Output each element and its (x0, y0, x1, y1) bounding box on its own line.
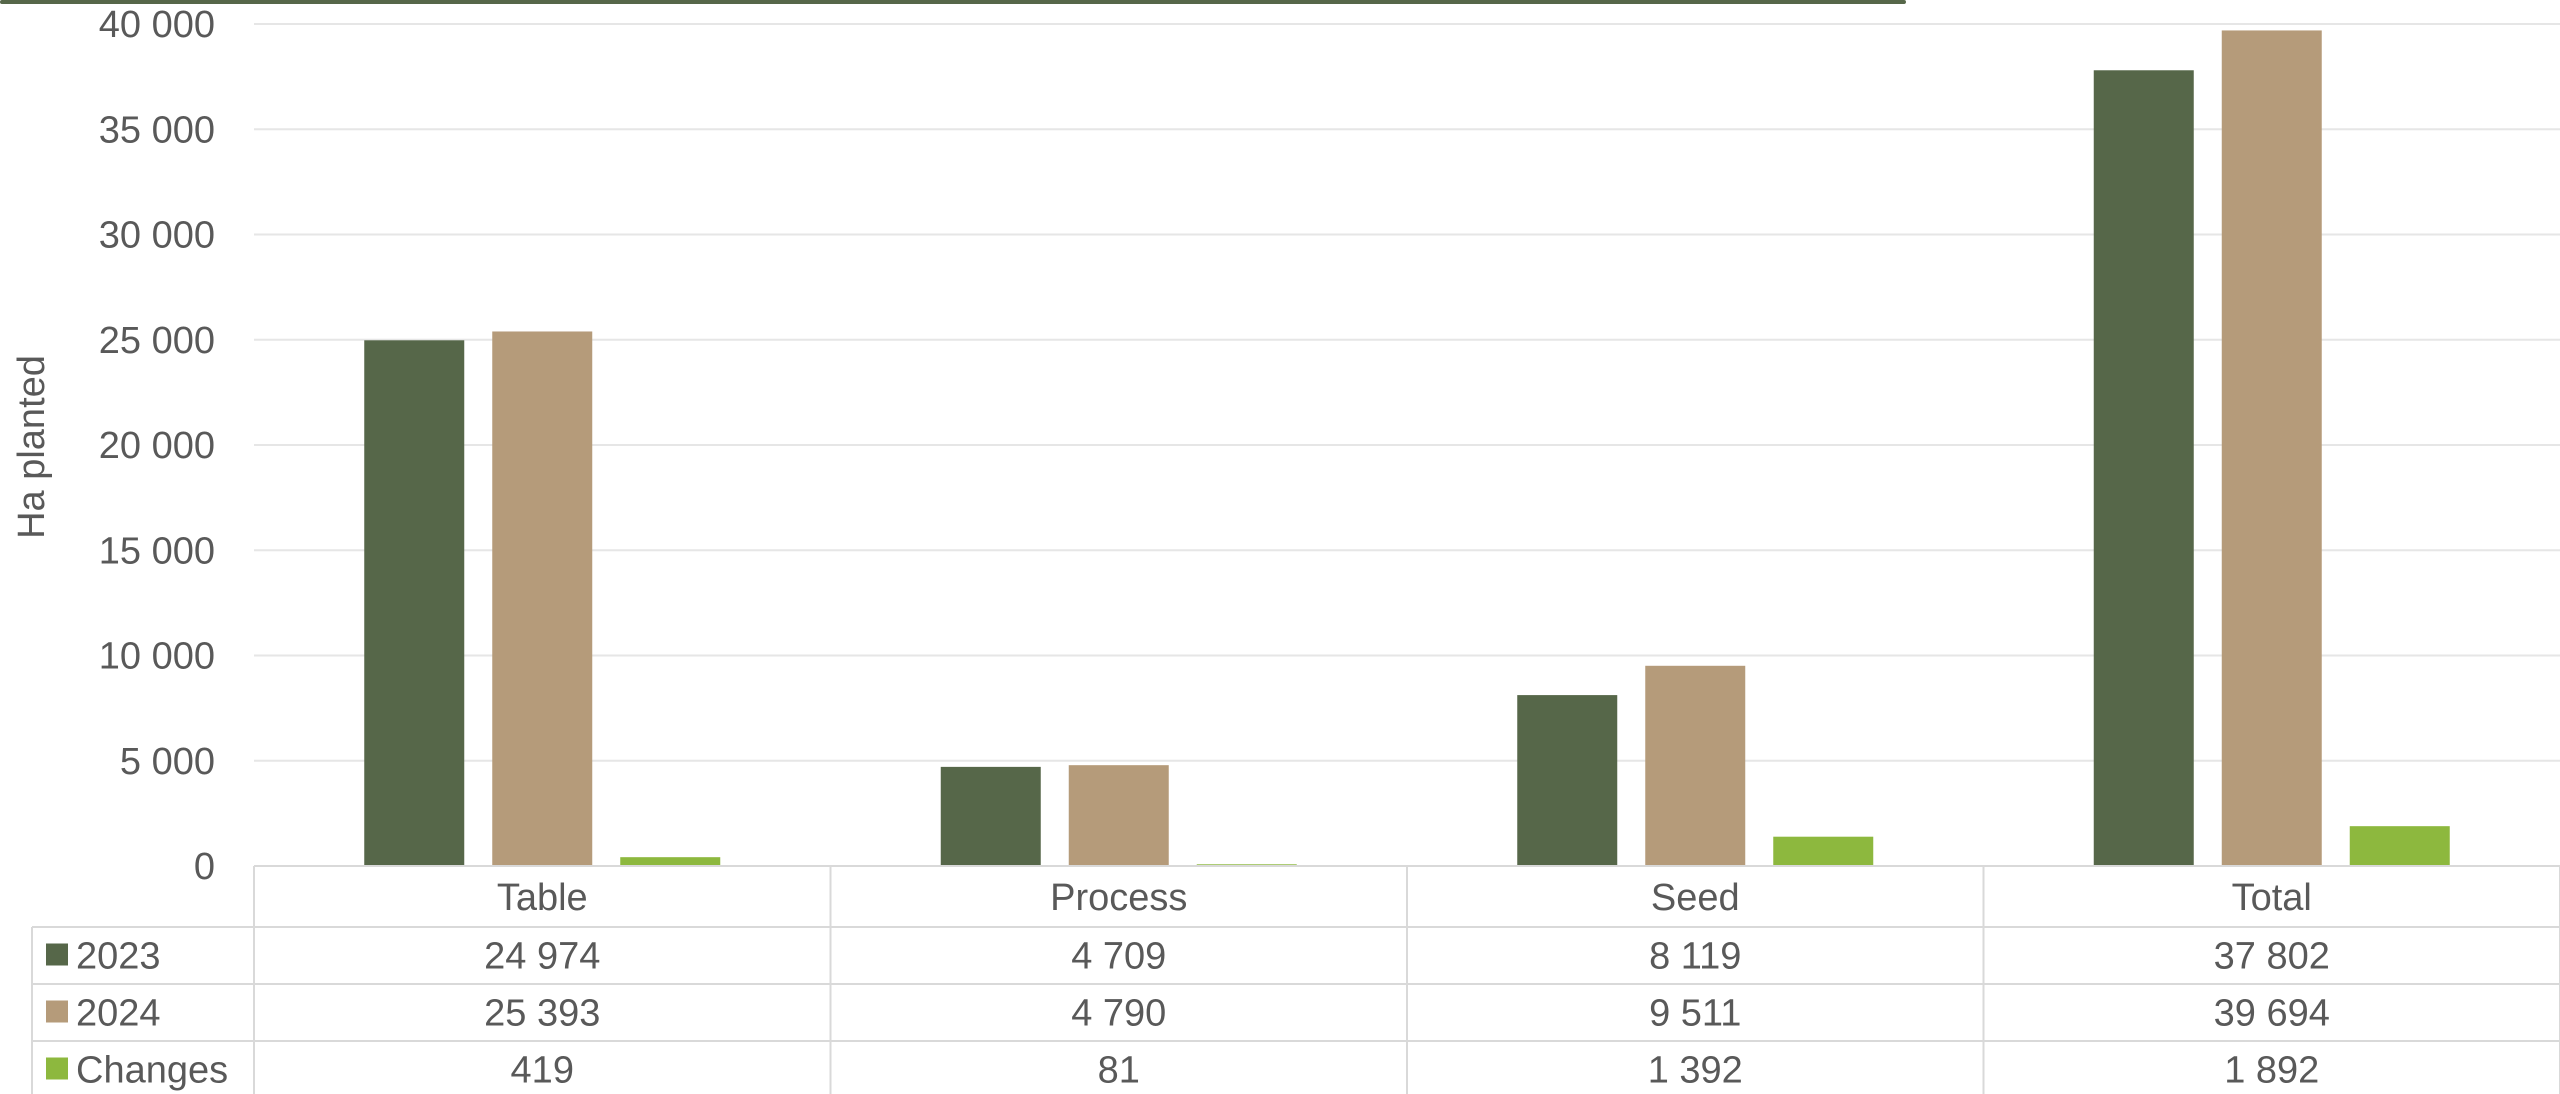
y-tick-label: 25 000 (99, 320, 215, 362)
legend-label: Changes (76, 1050, 228, 1092)
y-axis-title: Ha planted (11, 355, 53, 539)
y-tick-label: 30 000 (99, 215, 215, 257)
data-label: 24 974 (484, 936, 600, 978)
bar-2024-process (1068, 765, 1169, 866)
bar-2024-seed (1645, 665, 1746, 866)
y-tick-label: 0 (194, 846, 215, 888)
y-tick-label: 10 000 (99, 636, 215, 678)
data-label: 81 (1098, 1050, 1140, 1092)
data-label: 419 (511, 1050, 574, 1092)
y-axis-ticks: 0 5 000 10 000 15 000 20 000 25 000 30 000 35 0… (99, 4, 215, 888)
gridlines (254, 23, 2560, 762)
x-category-label: Table (497, 877, 588, 919)
legend-label: 2024 (76, 993, 161, 1035)
data-label: 37 802 (2214, 936, 2330, 978)
data-label: 25 393 (484, 993, 600, 1035)
bar-2023-process (940, 766, 1041, 866)
data-label: 1 392 (1648, 1050, 1743, 1092)
bar-2023-total (2093, 70, 2194, 867)
bar-2024-total (2221, 30, 2322, 867)
legend-key-changes (46, 1057, 68, 1080)
bar-2023-seed (1517, 695, 1618, 866)
data-label: 4 790 (1071, 993, 1166, 1035)
data-label: 4 709 (1071, 936, 1166, 978)
y-tick-label: 5 000 (120, 741, 215, 783)
legend-label: 2023 (76, 936, 161, 978)
x-category-label: Total (2232, 877, 2312, 919)
bar-changes-seed (1773, 836, 1874, 866)
bar-changes-total (2349, 826, 2450, 866)
x-category-label: Process (1050, 877, 1187, 919)
bar-2024-table (492, 331, 593, 866)
legend-key-2024 (46, 1000, 68, 1023)
x-category-label: Seed (1651, 877, 1740, 919)
data-label: 9 511 (1649, 993, 1741, 1035)
bars (364, 30, 2450, 867)
bar-changes-table (620, 857, 721, 866)
top-accent-bar (0, 0, 1906, 4)
data-label: 8 119 (1649, 936, 1741, 978)
bar-2023-table (364, 340, 465, 866)
data-label: 39 694 (2214, 993, 2330, 1035)
y-tick-label: 40 000 (99, 4, 215, 46)
y-tick-label: 15 000 (99, 530, 215, 572)
data-table: Table Process Seed Total 2023 24 974 4 709 8 11… (31, 865, 2560, 1094)
y-tick-label: 35 000 (99, 109, 215, 151)
y-tick-label: 20 000 (99, 425, 215, 467)
legend-key-2023 (46, 943, 68, 966)
data-label: 1 892 (2224, 1050, 2319, 1092)
